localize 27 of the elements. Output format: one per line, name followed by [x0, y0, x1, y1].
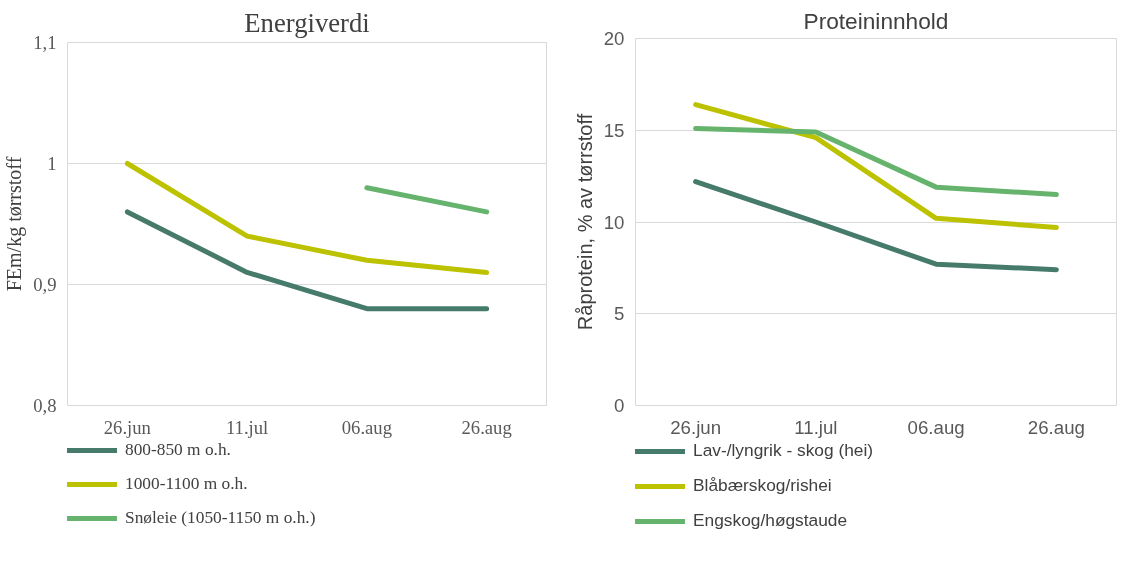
y-axis-title: FEm/kg tørrstoff: [3, 156, 27, 292]
y-tick-label: 1: [47, 153, 57, 174]
x-tick-label: 26.aug: [1027, 416, 1085, 438]
y-tick-label: 0,9: [33, 274, 57, 295]
legend-label: Lav-/lyngrik - skog (hei): [693, 440, 874, 461]
y-tick-label: 0: [614, 395, 625, 416]
chart-title: Proteininnhold: [803, 7, 949, 34]
legend-label: 1000-1100 m o.h.: [125, 474, 248, 494]
y-tick-label: 10: [603, 211, 625, 233]
x-tick-label: 11.jul: [225, 416, 269, 438]
y-tick-label: 20: [603, 28, 625, 49]
y-tick-label: 5: [614, 303, 625, 325]
y-tick-label: 1,1: [33, 32, 57, 53]
y-tick-label: 0,8: [33, 395, 57, 416]
legend-label: Engskog/høgstaude: [693, 510, 848, 531]
x-tick-label: 26.jun: [103, 416, 152, 438]
x-tick-label: 26.aug: [461, 416, 512, 438]
x-tick-label: 06.aug: [341, 416, 393, 438]
legend-label: 800-850 m o.h.: [125, 440, 231, 460]
y-tick-label: 15: [603, 119, 625, 141]
chart-title: Energiverdi: [244, 7, 370, 38]
x-tick-label: 11.jul: [794, 416, 838, 438]
x-tick-label: 06.aug: [907, 416, 965, 438]
y-axis-title: Råprotein, % av tørrstoff: [573, 113, 596, 331]
legend-label: Blåbærskog/rishei: [693, 475, 832, 496]
x-tick-label: 26.jun: [670, 416, 722, 438]
legend-label: Snøleie (1050-1150 m o.h.): [125, 508, 316, 528]
